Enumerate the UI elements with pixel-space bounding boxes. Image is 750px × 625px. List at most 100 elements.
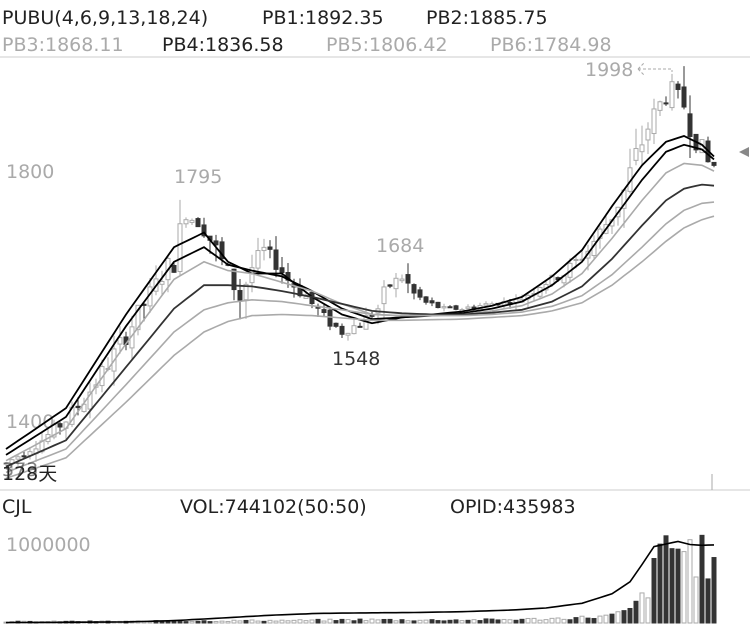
legend-pb6: PB6:1784.98 (490, 34, 612, 56)
candle-up (441, 306, 447, 309)
volume-bar (297, 619, 303, 624)
volume-bar (363, 620, 369, 624)
current-price-marker (739, 147, 749, 157)
volume-bar (501, 618, 507, 624)
volume-bar (243, 619, 249, 624)
volume-bar (681, 551, 687, 624)
volume-bar (615, 611, 621, 624)
high-label-1998: 1998 (585, 59, 633, 81)
candle-down (447, 306, 453, 309)
line-pb1 (5, 135, 715, 450)
volume-bar (519, 618, 525, 624)
volume-bar (345, 619, 351, 624)
volume-bar (495, 619, 501, 624)
volume-bar (447, 619, 453, 624)
candle-up (645, 128, 651, 141)
volume-bar (225, 620, 231, 624)
volume-bar (327, 618, 333, 624)
candle-up (345, 332, 351, 336)
volume-bar (603, 614, 609, 624)
line-pb5 (5, 201, 715, 474)
candle-down (75, 405, 81, 409)
volume-indicator-label: CJL (2, 496, 32, 518)
line-pb2 (5, 143, 715, 456)
candle-up (249, 267, 255, 284)
volume-bar (171, 620, 177, 624)
candle-up (639, 144, 645, 153)
volume-bar (621, 610, 627, 624)
candle-up (3, 462, 9, 465)
candle-down (195, 218, 201, 228)
candle-down (369, 314, 375, 317)
partial-label: 373 (2, 459, 38, 481)
volume-bar (543, 619, 549, 624)
volume-bar (609, 613, 615, 624)
candle-down (321, 309, 327, 313)
volume-bar (417, 619, 423, 624)
price-annotations: 1795 1548 1684 1998 128天 373 (2, 59, 749, 490)
volume-bar (237, 620, 243, 624)
candle-down (411, 284, 417, 294)
volume-bar (291, 619, 297, 624)
volume-bar (669, 548, 675, 624)
volume-bar (585, 617, 591, 624)
candle-down (327, 309, 333, 327)
candle-up (135, 304, 141, 331)
volume-value: VOL:744102(50:50) (180, 496, 367, 518)
volume-bar (375, 619, 381, 624)
volume-bar (333, 620, 339, 624)
candle-down (675, 83, 681, 90)
volume-bar (489, 618, 495, 624)
candle-down (171, 264, 177, 273)
candle-up (399, 278, 405, 282)
volume-bar (261, 620, 267, 624)
volume-bar (219, 620, 225, 624)
period-label: 128天 (2, 463, 57, 485)
volume-bar (351, 620, 357, 624)
candle-down (405, 274, 411, 284)
volume-bar (711, 557, 717, 624)
volume-bar (657, 543, 663, 624)
opid-path (5, 540, 715, 624)
volume-tick-label: 1000000 (6, 534, 91, 556)
candle-down (279, 267, 285, 274)
volume-bar (177, 621, 183, 624)
volume-bar (459, 620, 465, 624)
candle-down (333, 322, 339, 327)
candle-down (423, 296, 429, 303)
volume-bar (651, 558, 657, 624)
candle-down (219, 241, 225, 260)
candle-up (651, 108, 657, 135)
legend-pb3: PB3:1868.11 (2, 34, 124, 56)
candle-up (183, 219, 189, 225)
volume-bar (387, 618, 393, 624)
candle-up (669, 81, 675, 109)
volume-bar (279, 619, 285, 624)
candle-up (15, 456, 21, 460)
volume-bar (255, 620, 261, 624)
candle-down (435, 301, 441, 309)
candle-down (21, 455, 27, 458)
volume-bar (267, 619, 273, 624)
volume-bar (597, 615, 603, 624)
candle-up (255, 250, 261, 269)
volume-bar (483, 618, 489, 624)
legend-pb1: PB1:1892.35 (262, 7, 384, 29)
volume-bar (189, 620, 195, 624)
volume-bar (531, 617, 537, 624)
volume-bar (285, 620, 291, 624)
volume-bar (399, 619, 405, 624)
volume-bar (687, 539, 693, 624)
volume-bar (231, 619, 237, 624)
volume-bar (507, 619, 513, 624)
low-label-1548: 1548 (332, 348, 380, 370)
volume-bar (663, 535, 669, 624)
volume-bar (405, 620, 411, 624)
volume-bar (195, 620, 201, 624)
volume-bar (441, 620, 447, 624)
candle-down (267, 246, 273, 250)
volume-bar (429, 619, 435, 624)
candle-down (687, 113, 693, 137)
legend-pb4: PB4:1836.58 (162, 34, 284, 56)
